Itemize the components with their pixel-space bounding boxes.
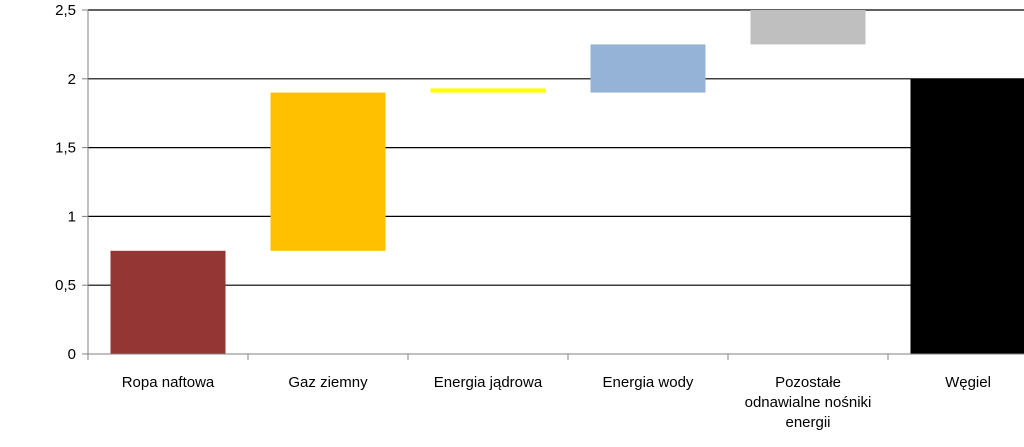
bar [110, 250, 226, 354]
y-tick-label: 2,5 [55, 2, 76, 19]
y-tick-label: 1 [68, 208, 76, 225]
bar [270, 92, 386, 251]
bar [910, 78, 1024, 355]
y-tick-label: 1,5 [55, 140, 76, 157]
gridlines [88, 9, 1024, 286]
x-category-label-line: Ropa naftowa [122, 374, 215, 391]
x-category-label: Ropa naftowa [122, 374, 215, 391]
x-category-label-line: Gaz ziemny [288, 374, 368, 391]
bar [750, 10, 866, 45]
y-tick-label: 2 [68, 71, 76, 88]
bar [430, 88, 546, 93]
y-tick-labels: 0 0,5 1 1,5 2 2,5 [55, 2, 76, 363]
y-tick-label: 0,5 [55, 277, 76, 294]
bars [110, 10, 1024, 355]
x-category-label: Energia jądrowa [434, 374, 543, 391]
x-category-label-line: Energia jądrowa [434, 374, 543, 391]
x-category-label: Energia wody [603, 374, 694, 391]
bar [590, 44, 706, 93]
x-category-labels: Ropa naftowa Gaz ziemny Energia jądrowa Ene… [122, 374, 991, 431]
x-category-label-line: Energia wody [603, 374, 694, 391]
x-category-label-line: energii [785, 414, 830, 431]
y-tick-label: 0 [68, 346, 76, 363]
x-category-label-line: odnawialne nośniki [745, 394, 872, 411]
x-category-label: Gaz ziemny [288, 374, 368, 391]
x-category-label-line: Pozostałe [775, 374, 841, 391]
x-category-label: Pozostałe odnawialne nośniki energii [745, 374, 872, 431]
x-category-label-line: Węgiel [945, 374, 991, 391]
x-category-label: Węgiel [945, 374, 991, 391]
axes [82, 9, 1024, 360]
